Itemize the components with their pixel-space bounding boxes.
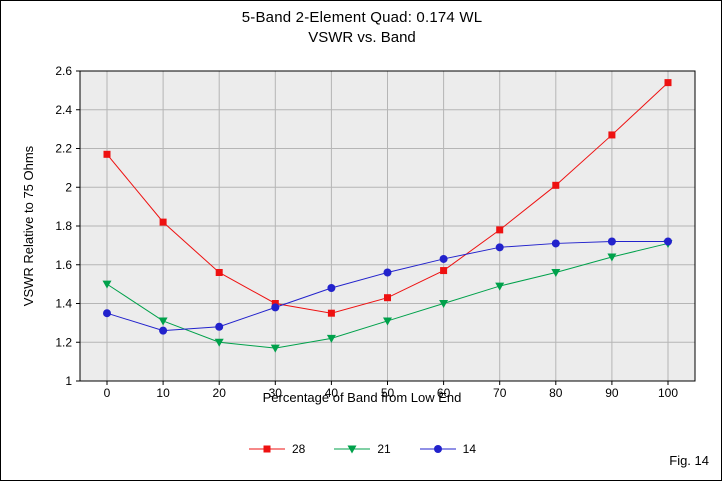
svg-text:0: 0 xyxy=(104,386,111,400)
svg-text:1: 1 xyxy=(65,374,72,388)
svg-text:60: 60 xyxy=(437,386,451,400)
svg-text:2.4: 2.4 xyxy=(55,103,72,117)
legend-marker-triangle-icon xyxy=(333,443,371,455)
legend-marker-circle-icon xyxy=(419,443,457,455)
svg-text:10: 10 xyxy=(156,386,170,400)
legend-label-14: 14 xyxy=(462,442,477,456)
legend-label-21: 21 xyxy=(377,442,391,456)
legend-item-21: 21 xyxy=(333,442,391,456)
svg-text:1.6: 1.6 xyxy=(55,258,72,272)
legend-label-28: 28 xyxy=(291,442,306,456)
svg-text:20: 20 xyxy=(213,386,227,400)
chart-subtitle: VSWR vs. Band xyxy=(308,29,416,46)
svg-text:100: 100 xyxy=(658,386,678,400)
svg-text:2.6: 2.6 xyxy=(55,64,72,78)
legend: 28 21 14 xyxy=(1,442,722,456)
svg-text:2.2: 2.2 xyxy=(55,142,72,156)
legend-marker-square-icon xyxy=(248,443,286,455)
legend-item-28: 28 xyxy=(248,442,305,456)
svg-text:2: 2 xyxy=(65,180,72,194)
svg-text:80: 80 xyxy=(549,386,563,400)
svg-text:1.8: 1.8 xyxy=(55,219,72,233)
legend-item-14: 14 xyxy=(419,442,476,456)
svg-text:1.4: 1.4 xyxy=(55,297,72,311)
svg-text:90: 90 xyxy=(605,386,619,400)
svg-text:30: 30 xyxy=(269,386,283,400)
svg-text:40: 40 xyxy=(325,386,339,400)
svg-text:1.2: 1.2 xyxy=(55,335,72,349)
chart-title: 5-Band 2-Element Quad: 0.174 WL xyxy=(241,9,483,26)
svg-text:70: 70 xyxy=(493,386,507,400)
x-axis-label: Percentage of Band from Low End xyxy=(262,390,462,405)
svg-text:50: 50 xyxy=(381,386,395,400)
figure-number: Fig. 14 xyxy=(669,453,709,468)
y-axis-label: VSWR Relative to 75 Ohms xyxy=(21,145,36,307)
